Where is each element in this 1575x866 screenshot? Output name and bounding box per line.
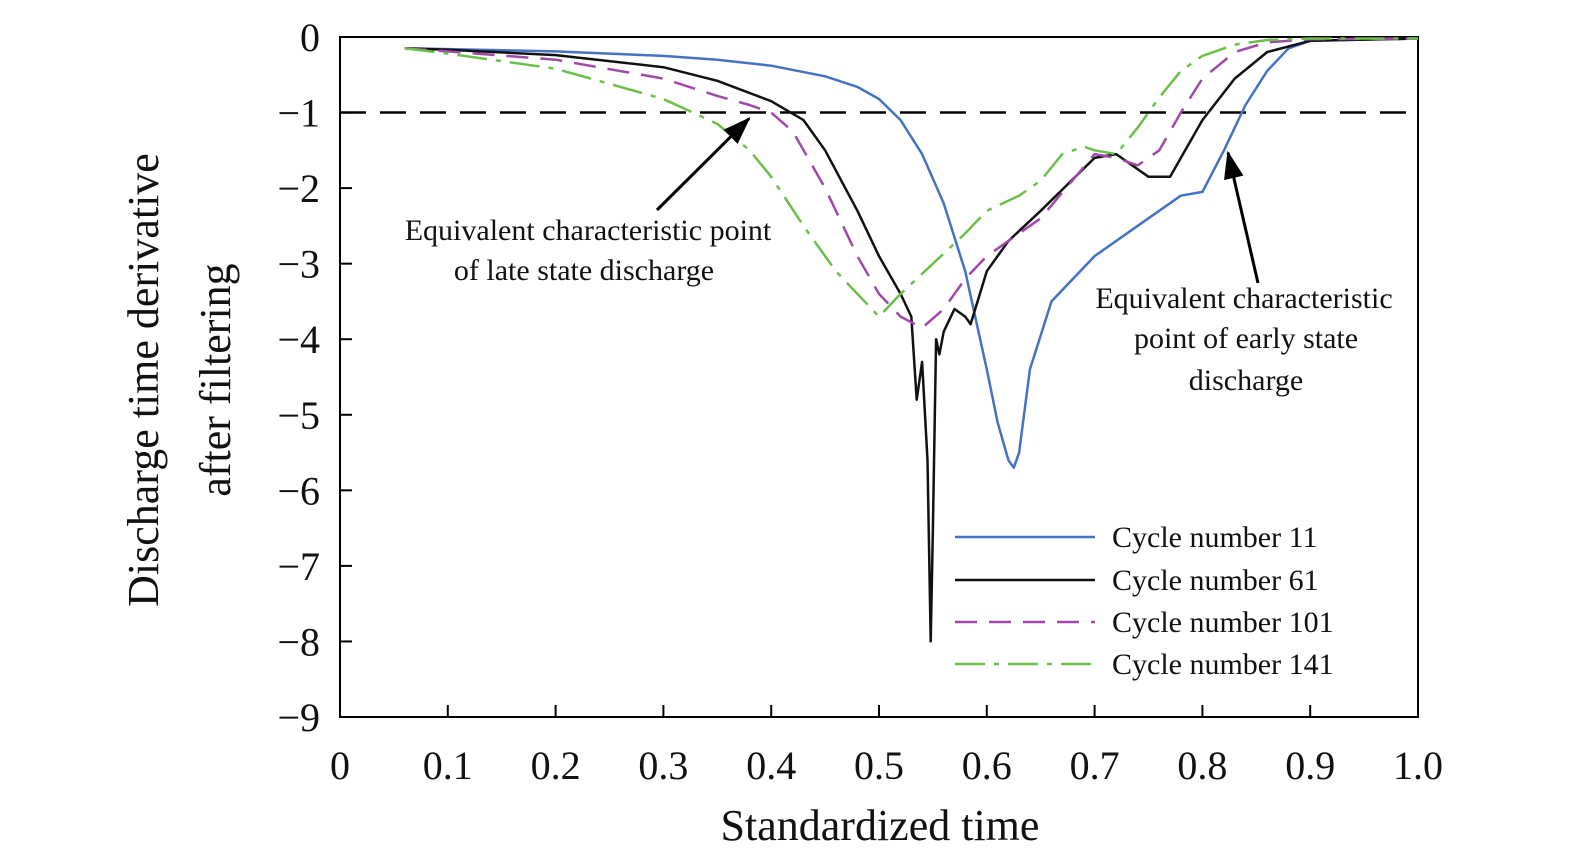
- series-line-0: [404, 37, 1419, 469]
- legend-label-cycle-101: Cycle number 101: [1112, 606, 1334, 639]
- annotation-late-state: Equivalent characteristic point of late …: [405, 214, 772, 287]
- x-tick-label: 0.6: [962, 743, 1012, 788]
- y-tick-label: −1: [277, 91, 320, 136]
- annotation-early-state: Equivalent characteristic point of early…: [1095, 282, 1392, 397]
- annotation-arrows: [655, 117, 1260, 284]
- y-tick-label: −3: [277, 242, 320, 287]
- y-tick-label: 0: [300, 15, 320, 60]
- x-tick-label: 0: [330, 743, 350, 788]
- annotation-arrow-late: [655, 117, 751, 212]
- x-tick-label: 1.0: [1393, 743, 1443, 788]
- series-layer: [404, 37, 1419, 643]
- y-tick-label: −6: [277, 468, 320, 513]
- x-tick-label: 0.1: [423, 743, 473, 788]
- y-axis-title-line-2: after filtering: [191, 263, 240, 496]
- legend: Cycle number 11 Cycle number 61 Cycle nu…: [955, 521, 1334, 681]
- series-line-2: [404, 37, 1419, 330]
- annotation-early-line-1: Equivalent characteristic: [1095, 282, 1392, 315]
- legend-label-cycle-141: Cycle number 141: [1112, 648, 1334, 681]
- y-tick-label: −2: [277, 166, 320, 211]
- series-line-3: [404, 37, 1418, 318]
- x-tick-label: 0.9: [1285, 743, 1335, 788]
- y-axis-ticks: 0 −1 −2 −3 −4 −5 −6 −7 −8 −9: [277, 15, 352, 740]
- y-axis-title-line-1: Discharge time derivative: [119, 153, 168, 607]
- x-tick-label: 0.5: [854, 743, 904, 788]
- annotation-late-line-2: of late state discharge: [454, 254, 714, 287]
- annotation-late-line-1: Equivalent characteristic point: [405, 214, 772, 247]
- x-tick-label: 0.8: [1177, 743, 1227, 788]
- x-tick-label: 0.7: [1070, 743, 1120, 788]
- y-tick-label: −4: [277, 317, 320, 362]
- x-tick-label: 0.2: [531, 743, 581, 788]
- x-axis-title: Standardized time: [721, 801, 1040, 850]
- x-tick-label: 0.3: [638, 743, 688, 788]
- legend-label-cycle-11: Cycle number 11: [1112, 521, 1318, 554]
- legend-label-cycle-61: Cycle number 61: [1112, 564, 1319, 597]
- x-axis-ticks: 0 0.1 0.2 0.3 0.4 0.5 0.6 0.7 0.8 0.9 1.0: [330, 705, 1443, 788]
- y-tick-label: −9: [277, 695, 320, 740]
- x-tick-label: 0.4: [746, 743, 796, 788]
- annotation-early-line-3: discharge: [1189, 364, 1303, 397]
- annotation-early-line-2: point of early state: [1134, 322, 1358, 355]
- y-axis-title: Discharge time derivative after filterin…: [119, 153, 240, 607]
- y-tick-label: −7: [277, 544, 320, 589]
- annotation-arrow-early: [1224, 150, 1260, 284]
- y-tick-label: −8: [277, 619, 320, 664]
- series-line-1: [404, 37, 1419, 643]
- y-tick-label: −5: [277, 393, 320, 438]
